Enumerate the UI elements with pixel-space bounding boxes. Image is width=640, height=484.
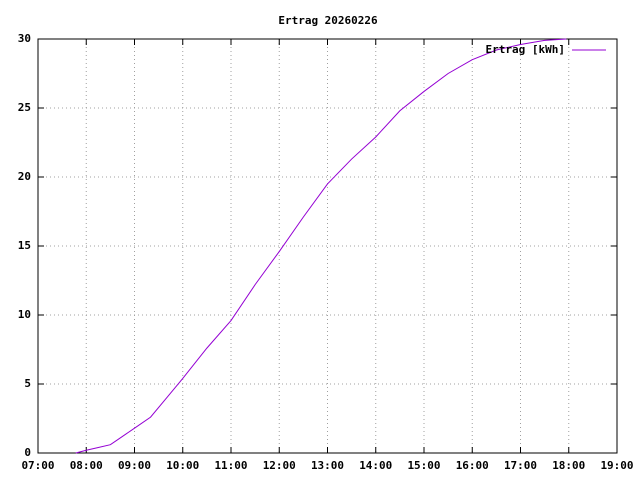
data-line [75, 38, 567, 454]
plot-border [37, 38, 618, 454]
y-tick-label: 10 [18, 308, 31, 321]
y-tick-label: 0 [24, 446, 31, 459]
x-tick-label: 14:00 [359, 459, 392, 472]
x-tick-label: 12:00 [263, 459, 296, 472]
x-tick-label: 16:00 [456, 459, 489, 472]
x-tick-label: 11:00 [214, 459, 247, 472]
y-tick-label: 30 [18, 32, 31, 45]
legend-label: Ertrag [kWh] [486, 43, 565, 56]
x-tick-label: 10:00 [166, 459, 199, 472]
chart-title: Ertrag 20260226 [278, 14, 378, 27]
x-tick-label: 08:00 [70, 459, 103, 472]
y-tick-label: 20 [18, 170, 31, 183]
y-tick-label: 15 [18, 239, 31, 252]
x-tick-label: 07:00 [21, 459, 54, 472]
x-tick-label: 15:00 [407, 459, 440, 472]
x-tick-label: 18:00 [552, 459, 585, 472]
x-tick-label: 09:00 [118, 459, 151, 472]
y-tick-label: 25 [18, 101, 31, 114]
x-tick-label: 17:00 [504, 459, 537, 472]
x-tick-label: 19:00 [600, 459, 633, 472]
x-tick-label: 13:00 [311, 459, 344, 472]
y-tick-label: 5 [24, 377, 31, 390]
